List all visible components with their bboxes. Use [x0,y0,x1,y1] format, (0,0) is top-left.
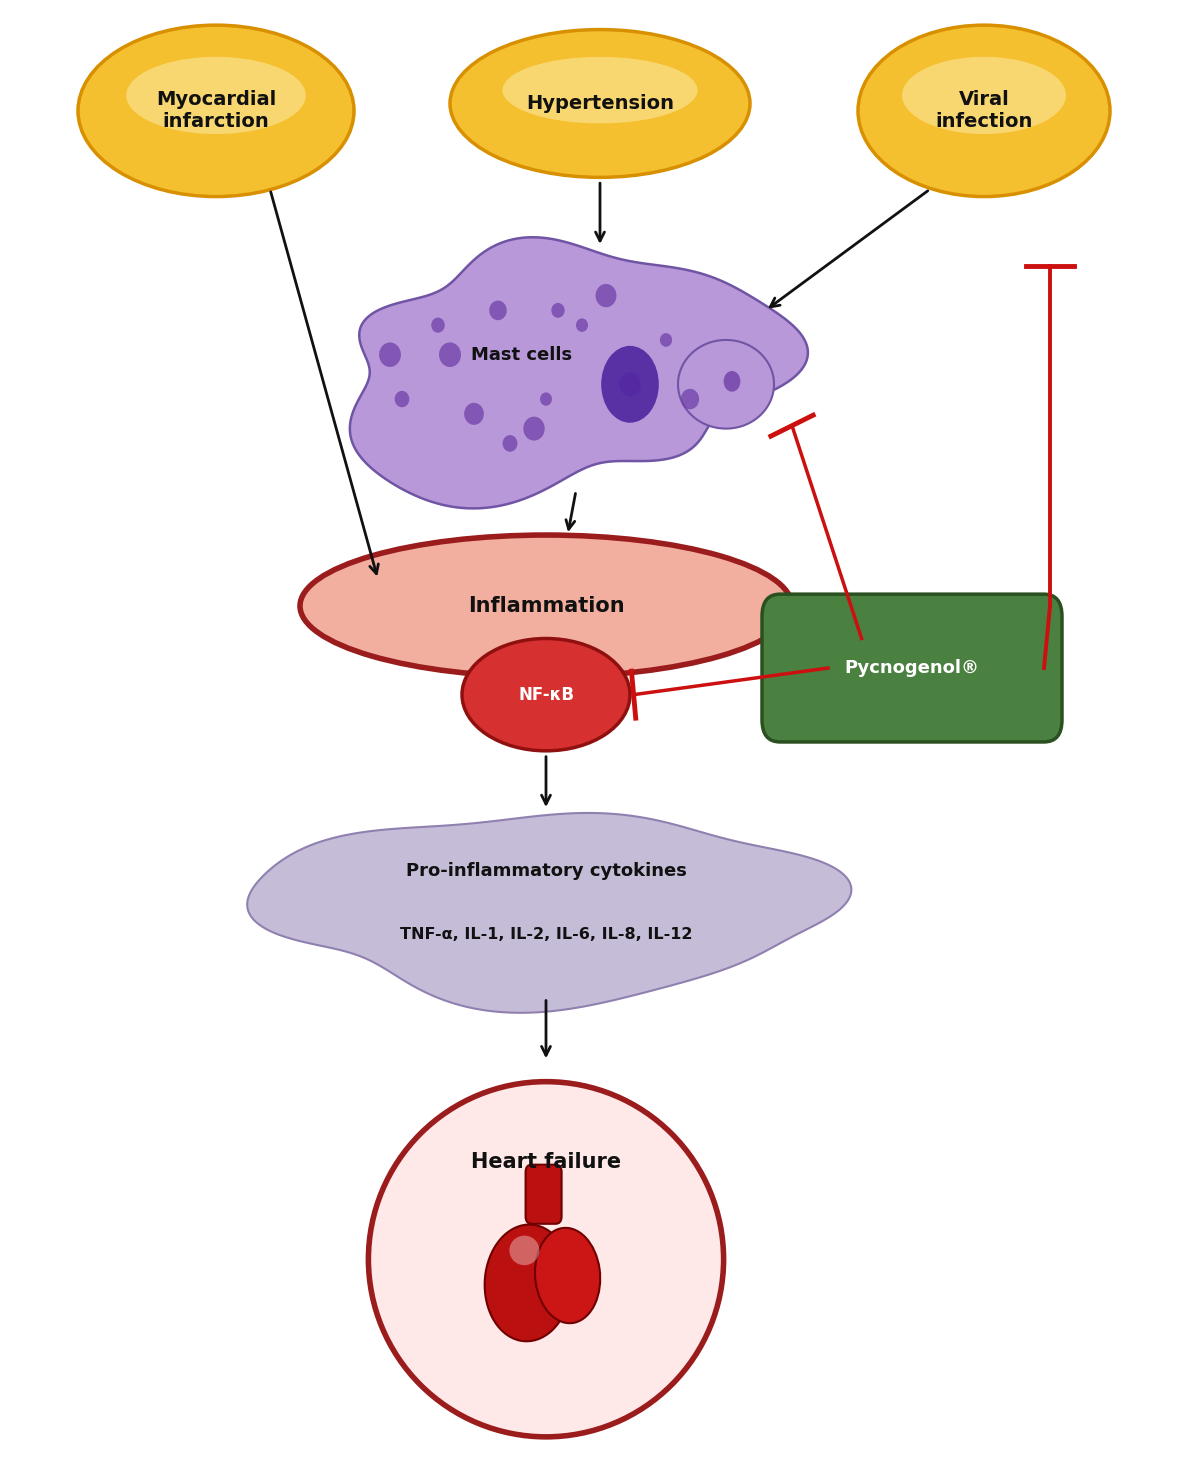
Ellipse shape [379,343,401,367]
FancyBboxPatch shape [762,594,1062,742]
Text: TNF-α, IL-1, IL-2, IL-6, IL-8, IL-12: TNF-α, IL-1, IL-2, IL-6, IL-8, IL-12 [400,927,692,941]
Ellipse shape [619,372,641,396]
Ellipse shape [595,284,617,307]
Ellipse shape [509,1236,540,1265]
Ellipse shape [462,638,630,751]
Ellipse shape [464,403,484,424]
Text: Myocardial
infarction: Myocardial infarction [156,90,276,132]
Ellipse shape [300,535,792,677]
Text: Hypertension: Hypertension [526,95,674,112]
Ellipse shape [601,346,659,423]
Ellipse shape [523,417,545,440]
Ellipse shape [395,390,409,408]
Polygon shape [678,340,774,429]
Ellipse shape [485,1225,571,1342]
Polygon shape [350,238,808,508]
Ellipse shape [490,300,506,321]
Ellipse shape [540,392,552,406]
Ellipse shape [551,303,565,318]
Ellipse shape [126,56,306,134]
Ellipse shape [660,333,672,347]
Ellipse shape [858,25,1110,197]
Text: Inflammation: Inflammation [468,596,624,616]
Text: Viral
infection: Viral infection [935,90,1033,132]
Ellipse shape [450,30,750,177]
Ellipse shape [680,389,700,409]
Ellipse shape [431,318,445,333]
Ellipse shape [535,1228,600,1323]
Ellipse shape [503,435,517,452]
Text: NF-κB: NF-κB [518,686,574,704]
Ellipse shape [724,371,740,392]
Text: Pycnogenol®: Pycnogenol® [845,659,979,677]
Text: Mast cells: Mast cells [472,346,572,364]
Polygon shape [247,813,851,1012]
FancyBboxPatch shape [526,1165,562,1224]
Text: Pro-inflammatory cytokines: Pro-inflammatory cytokines [406,862,686,879]
Text: Heart failure: Heart failure [470,1151,622,1172]
Ellipse shape [902,56,1066,134]
Ellipse shape [368,1082,724,1437]
Ellipse shape [439,343,461,367]
Ellipse shape [78,25,354,197]
Ellipse shape [503,58,697,123]
Ellipse shape [576,318,588,333]
